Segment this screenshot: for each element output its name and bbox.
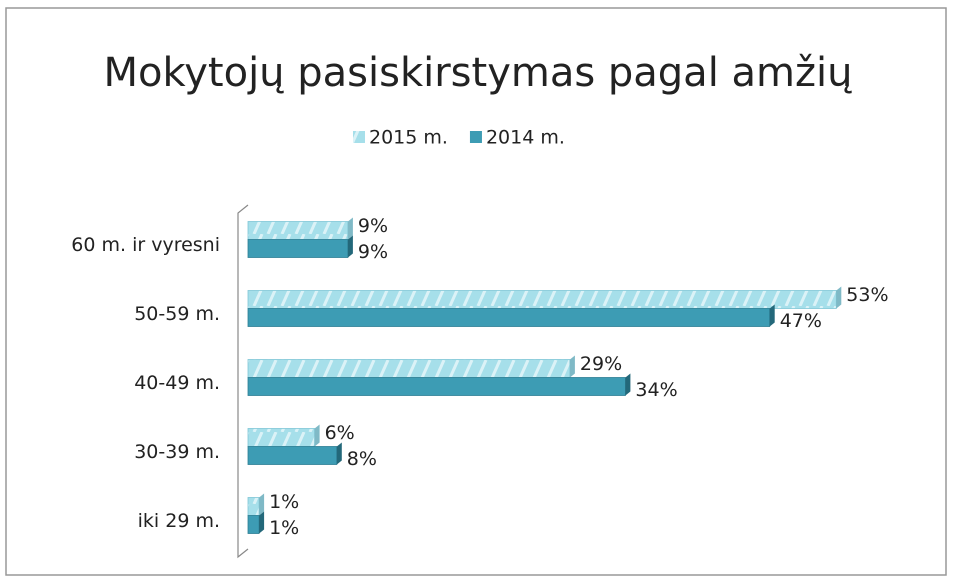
legend-label: 2015 m. bbox=[369, 127, 448, 149]
data-label: 29% bbox=[580, 353, 622, 375]
data-label: 53% bbox=[846, 284, 888, 306]
bar bbox=[247, 446, 338, 465]
data-label: 47% bbox=[780, 310, 822, 332]
category-label: 30-39 m. bbox=[134, 441, 220, 463]
bar bbox=[247, 359, 571, 378]
data-label: 6% bbox=[325, 422, 355, 444]
bar-side bbox=[347, 235, 353, 258]
bar bbox=[247, 221, 349, 240]
bar-side bbox=[259, 511, 265, 534]
legend-swatch bbox=[353, 131, 365, 143]
data-label: 1% bbox=[269, 517, 299, 539]
bar-side bbox=[836, 286, 842, 309]
category-label: 50-59 m. bbox=[134, 303, 220, 325]
data-label: 9% bbox=[358, 215, 388, 237]
data-label: 8% bbox=[347, 448, 377, 470]
category-label: 60 m. ir vyresni bbox=[71, 234, 220, 256]
bar-side bbox=[259, 493, 265, 516]
axis-wall bbox=[237, 204, 249, 559]
bar bbox=[247, 308, 771, 327]
category-label: iki 29 m. bbox=[138, 510, 220, 532]
chart-title: Mokytojų pasiskirstymas pagal amžių bbox=[104, 50, 853, 96]
data-label: 9% bbox=[358, 241, 388, 263]
bar bbox=[247, 377, 626, 396]
bar-side bbox=[625, 373, 631, 396]
chart-border bbox=[5, 7, 947, 576]
bar bbox=[247, 497, 260, 516]
data-label: 34% bbox=[635, 379, 677, 401]
bar bbox=[247, 290, 837, 309]
bar bbox=[247, 239, 349, 258]
legend-label: 2014 m. bbox=[486, 127, 565, 149]
bar-side bbox=[336, 442, 342, 465]
bar bbox=[247, 515, 260, 534]
bar-side bbox=[347, 217, 353, 240]
data-label: 1% bbox=[269, 491, 299, 513]
legend-swatch bbox=[469, 131, 482, 143]
category-label: 40-49 m. bbox=[134, 372, 220, 394]
bar-side bbox=[314, 424, 320, 447]
bar-side bbox=[569, 355, 575, 378]
bar bbox=[247, 428, 315, 447]
bar-side bbox=[769, 304, 775, 327]
